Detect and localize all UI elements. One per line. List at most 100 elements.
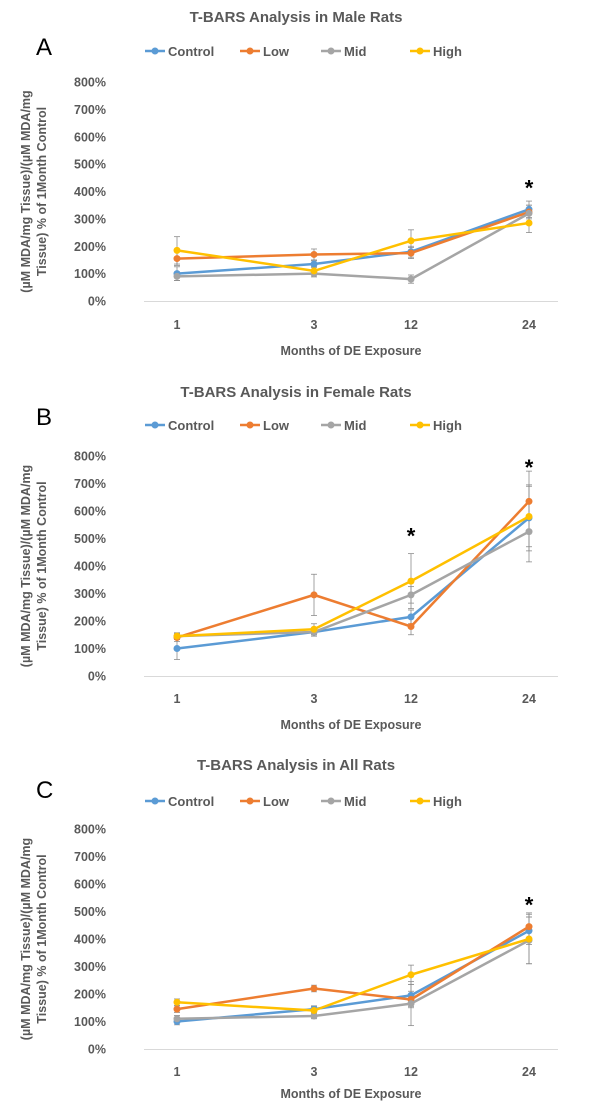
legend-item-mid: Mid (321, 794, 366, 809)
data-point-low (310, 591, 318, 599)
significance-marker: * (525, 455, 534, 480)
legend-marker (416, 47, 424, 55)
legend-label: High (433, 44, 462, 59)
series-line-control (176, 208, 530, 275)
y-tick-label: 700% (74, 477, 106, 491)
y-tick-label: 800% (74, 450, 106, 464)
data-point-low (407, 249, 415, 257)
data-point-high (407, 237, 415, 245)
y-tick-label: 100% (74, 267, 106, 281)
data-point-low (310, 985, 318, 992)
legend-marker (416, 797, 424, 805)
data-point-high (173, 632, 181, 640)
y-tick-label: 500% (74, 158, 106, 172)
y-tick-label: 600% (74, 130, 106, 144)
series-line-control (176, 516, 530, 650)
x-tick-label: 12 (404, 318, 418, 332)
y-tick-label: 800% (74, 76, 106, 90)
legend-marker (246, 421, 254, 429)
legend-label: Control (168, 794, 214, 809)
legend-label: Control (168, 44, 214, 59)
x-tick-label: 12 (404, 1065, 418, 1079)
series-high (173, 935, 533, 1014)
legend-label: Mid (344, 44, 366, 59)
legend-marker (327, 797, 335, 805)
data-point-low (310, 250, 318, 258)
y-axis-label-line: (µM MDA/mg Tissue)/(µM MDA/mg (19, 838, 33, 1040)
significance-marker: * (525, 175, 534, 200)
legend-label: Mid (344, 794, 366, 809)
chart-panel-a: A T-BARS Analysis in Male Rats Control Low M… (19, 9, 558, 358)
legend-item-low: Low (240, 44, 290, 59)
y-tick-label: 0% (88, 295, 106, 309)
data-point-high (310, 1007, 318, 1014)
x-axis-label: Months of DE Exposure (281, 1087, 422, 1101)
legend-marker (246, 797, 254, 805)
data-point-low (173, 255, 181, 263)
series-line-high (176, 937, 530, 1012)
y-tick-label: 600% (74, 878, 106, 892)
y-tick-label: 400% (74, 933, 106, 947)
data-point-mid (173, 272, 181, 280)
series-line-high (176, 515, 530, 638)
legend-marker (327, 421, 335, 429)
chart-legend: Control Low Mid High (145, 418, 462, 433)
legend-item-control: Control (145, 794, 214, 809)
legend-item-mid: Mid (321, 44, 366, 59)
data-point-low (173, 1005, 181, 1013)
x-tick-labels: 1 3 12 24 (174, 692, 536, 706)
series-mid (173, 936, 533, 1023)
chart-title: T-BARS Analysis in Male Rats (190, 9, 403, 26)
x-tick-label: 1 (174, 692, 181, 706)
y-tick-label: 100% (74, 1015, 106, 1029)
data-point-high (310, 625, 318, 633)
data-point-high (525, 219, 533, 227)
series-line-low (176, 925, 530, 1011)
data-point-mid (525, 209, 533, 217)
chart-title: T-BARS Analysis in All Rats (197, 757, 395, 774)
data-point-high (173, 246, 181, 254)
legend-item-high: High (410, 44, 462, 59)
data-point-high (407, 577, 415, 585)
legend-label: Control (168, 418, 214, 433)
series-line-mid (176, 530, 530, 638)
series-mid (173, 209, 533, 283)
data-point-high (525, 513, 533, 520)
legend-label: High (433, 794, 462, 809)
chart-title: T-BARS Analysis in Female Rats (180, 384, 411, 401)
legend-label: High (433, 418, 462, 433)
legend-label: Low (263, 794, 290, 809)
y-tick-label: 0% (88, 1043, 106, 1057)
y-tick-label: 200% (74, 240, 106, 254)
series-line-mid (176, 212, 530, 281)
x-tick-label: 3 (311, 692, 318, 706)
y-tick-labels: 0% 100% 200% 300% 400% 500% 600% 700% 800% (74, 823, 106, 1057)
y-tick-label: 400% (74, 185, 106, 199)
x-axis-label: Months of DE Exposure (281, 718, 422, 732)
y-tick-labels: 0% 100% 200% 300% 400% 500% 600% 700% 800% (74, 450, 106, 684)
legend-label: Low (263, 418, 290, 433)
chart-legend: Control Low Mid High (145, 44, 462, 59)
series-high (173, 513, 533, 640)
x-tick-label: 24 (522, 1065, 536, 1079)
legend-marker (246, 47, 254, 55)
y-tick-labels: 0% 100% 200% 300% 400% 500% 600% 700% 800% (74, 76, 106, 309)
data-point-mid (407, 275, 415, 283)
series-line-low (176, 210, 530, 260)
y-tick-label: 700% (74, 103, 106, 117)
y-tick-label: 200% (74, 615, 106, 629)
y-tick-label: 800% (74, 823, 106, 837)
x-tick-label: 1 (174, 1065, 181, 1079)
chart-panel-c: C T-BARS Analysis in All Rats Control Low Mi… (19, 757, 558, 1101)
series-low (173, 497, 533, 641)
legend-marker (151, 421, 159, 429)
y-axis-label-line: (µM MDA/mg Tissue)/(µM MDA/mg (19, 90, 33, 292)
legend-marker (151, 797, 159, 805)
y-tick-label: 700% (74, 850, 106, 864)
data-point-mid (407, 591, 415, 599)
error-bars (174, 912, 532, 1027)
y-tick-label: 300% (74, 587, 106, 601)
legend-label: Low (263, 44, 290, 59)
x-tick-label: 3 (311, 318, 318, 332)
legend-marker (327, 47, 335, 55)
